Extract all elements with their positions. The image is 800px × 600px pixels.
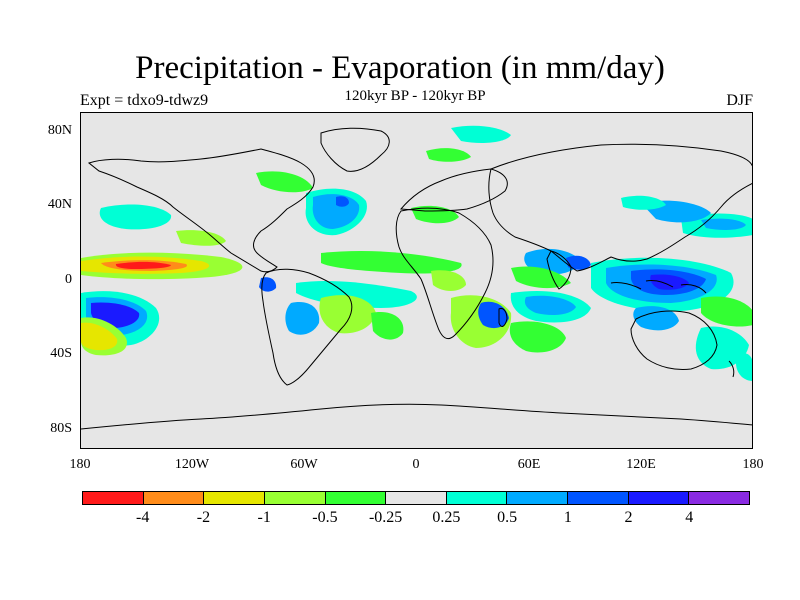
region-north-australia-blue [633, 306, 679, 331]
map-canvas [81, 125, 752, 430]
region-greenland-cyan [451, 125, 511, 143]
world-map [80, 112, 753, 449]
region-tropical-atlantic-green [321, 251, 462, 274]
colorbar-label-1: -2 [196, 509, 211, 526]
colorbar-swatch-3 [264, 492, 326, 504]
colorbar-swatch-0 [83, 492, 144, 504]
colorbar-label-5: 0.25 [432, 509, 461, 526]
plot-subtitle: 120kyr BP - 120kyr BP [344, 88, 486, 104]
x-tick-label-180e: 180 [742, 457, 764, 472]
y-tick-label-40n: 40N [47, 197, 72, 212]
colorbar-swatch-9 [628, 492, 690, 504]
y-tick-label-0: 0 [65, 272, 72, 287]
coast-india [546, 250, 572, 290]
region-northeast-pacific-blue [701, 218, 746, 230]
region-madagascar-blue [478, 301, 509, 329]
coast-madagascar [498, 308, 508, 327]
region-west-pacific-green [701, 296, 752, 327]
coast-greenland [320, 127, 390, 172]
region-north-india-green [511, 266, 571, 289]
coastlines [81, 127, 752, 430]
colorbar-label-3: -0.5 [312, 509, 338, 526]
y-tick-label-40s: 40S [50, 346, 72, 361]
colorbar-swatch-5 [386, 492, 447, 504]
x-tick-label-60e: 60E [517, 457, 541, 472]
coast-antarctica [81, 403, 752, 430]
region-labrador-green [256, 171, 313, 193]
colorbar-label-4: -0.25 [368, 509, 403, 526]
region-africa-equator-green [431, 270, 466, 291]
coast-asia [488, 143, 752, 272]
region-north-atlantic-green [426, 148, 471, 162]
season-label: DJF [726, 92, 753, 109]
colorbar-label-7: 1 [563, 509, 572, 526]
colorbar-label-6: 0.5 [497, 509, 518, 526]
colorbar-swatch-8 [568, 492, 629, 504]
region-maritime-core [650, 274, 689, 290]
coast-north-america [87, 148, 315, 273]
colorbar-label-8: 2 [624, 509, 633, 526]
region-andes-darkblue [259, 277, 277, 292]
y-tick-label-80s: 80S [50, 421, 72, 436]
x-tick-label-180w: 180 [69, 457, 91, 472]
coast-australia [630, 310, 718, 370]
x-tick-label-120e: 120E [626, 457, 656, 472]
anomaly-regions [81, 125, 752, 381]
colorbar-swatch-6 [446, 492, 508, 504]
region-north-pacific-cyan [99, 204, 172, 230]
coast-indonesia [610, 280, 707, 294]
region-new-zealand-cyan [736, 352, 752, 381]
region-southeast-pacific-yellow [81, 322, 118, 351]
region-north-pacific-green [176, 230, 226, 246]
experiment-label: Expt = tdxo9-tdwz9 [80, 92, 209, 109]
region-north-atlantic-darkblue [336, 196, 349, 207]
region-indian-ocean-green [509, 321, 566, 353]
region-south-atlantic-green [371, 312, 404, 340]
colorbar-label-9: 4 [685, 509, 694, 526]
coast-new-zealand [728, 360, 735, 378]
region-bay-bengal-darkblue [566, 255, 591, 270]
coast-africa [395, 207, 494, 340]
region-southern-brazil-blue [285, 302, 320, 335]
colorbar [82, 491, 750, 505]
region-equatorial-pacific-red [115, 261, 171, 269]
region-amazon-green [319, 295, 376, 334]
colorbar-swatch-4 [325, 492, 387, 504]
colorbar-swatch-7 [507, 492, 569, 504]
coast-europe [400, 168, 508, 212]
region-east-australia-cyan [695, 326, 749, 370]
colorbar-label-2: -1 [257, 509, 271, 526]
coast-south-america [261, 268, 353, 386]
x-tick-label-60w: 60W [290, 457, 318, 472]
colorbar-swatch-2 [204, 492, 265, 504]
region-indian-ocean-blue [524, 295, 576, 315]
region-east-asia-cyan [621, 195, 666, 210]
colorbar-label-0: -4 [136, 509, 150, 526]
colorbar-swatch-10 [689, 492, 750, 504]
y-tick-label-80n: 80N [47, 123, 72, 138]
x-tick-label-120w: 120W [174, 457, 210, 472]
x-tick-label-0: 0 [412, 457, 420, 472]
plot-title: Precipitation - Evaporation (in mm/day) [135, 50, 665, 86]
colorbar-swatch-1 [143, 492, 205, 504]
